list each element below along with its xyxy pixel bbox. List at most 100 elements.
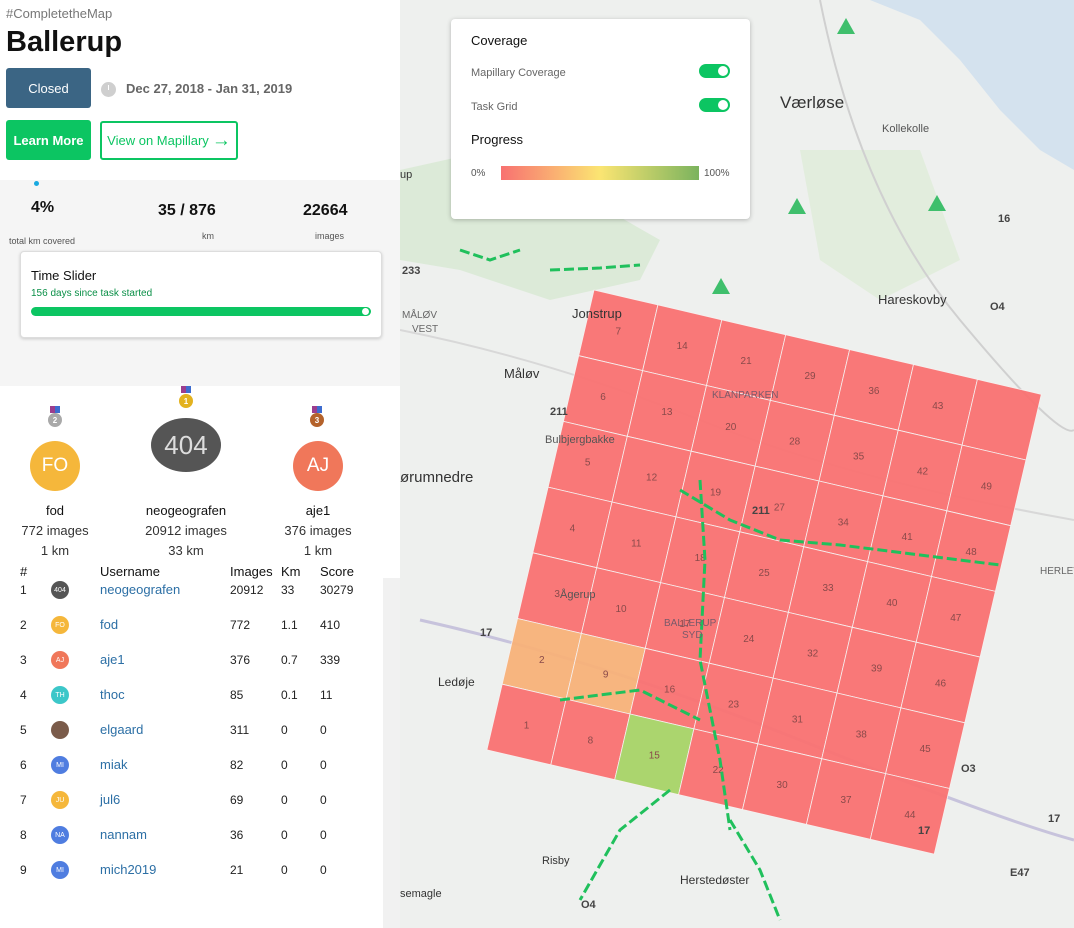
coverage-track bbox=[728, 819, 782, 921]
row-username[interactable]: neogeografen bbox=[100, 582, 181, 597]
row-rank: 8 bbox=[20, 828, 27, 842]
row-score: 0 bbox=[320, 863, 327, 877]
row-km: 0 bbox=[281, 863, 288, 877]
podium-name: aje1 bbox=[305, 503, 331, 518]
grid-cell-number: 5 bbox=[585, 458, 591, 469]
podium-km: 1 km bbox=[303, 543, 333, 558]
tree-icon bbox=[928, 195, 946, 211]
ribbon-icon bbox=[50, 406, 60, 413]
grid-cell-number: 30 bbox=[777, 780, 789, 791]
row-username[interactable]: nannam bbox=[100, 827, 147, 842]
lake-shape bbox=[870, 0, 1074, 170]
place-label: Ledøje bbox=[438, 675, 475, 689]
avatar: FO bbox=[30, 441, 80, 491]
arrow-right-icon: → bbox=[211, 129, 231, 151]
grid-cell-number: 28 bbox=[789, 437, 801, 448]
leaderboard-scrollbar[interactable] bbox=[383, 578, 400, 928]
place-label: Ågerup bbox=[560, 588, 595, 601]
row-username[interactable]: mich2019 bbox=[100, 862, 157, 877]
progress-dot-icon bbox=[34, 181, 39, 186]
place-label: semagle bbox=[400, 888, 442, 900]
grid-cell-number: 10 bbox=[615, 604, 627, 615]
grid-cell-number: 25 bbox=[759, 568, 771, 579]
place-label: ørumnedre bbox=[400, 469, 473, 486]
row-username[interactable]: thoc bbox=[100, 687, 125, 702]
mapillary-coverage-toggle[interactable] bbox=[699, 64, 730, 78]
learn-more-button[interactable]: Learn More bbox=[6, 120, 91, 160]
row-username[interactable]: fod bbox=[100, 617, 119, 632]
row-username[interactable]: jul6 bbox=[100, 792, 121, 807]
row-images: 69 bbox=[230, 793, 244, 807]
row-km: 0 bbox=[281, 793, 288, 807]
header-score[interactable]: Score bbox=[320, 564, 354, 579]
time-slider-title: Time Slider bbox=[31, 268, 97, 283]
tree-icon bbox=[712, 278, 730, 294]
grid-cell-number: 47 bbox=[950, 613, 962, 624]
grid-cell-number: 1 bbox=[524, 721, 530, 732]
podium-images: 376 images bbox=[284, 523, 352, 538]
legend-panel: Coverage Mapillary Coverage Task Grid Pr… bbox=[451, 19, 750, 219]
grid-cell-number: 40 bbox=[886, 598, 898, 609]
time-slider-track[interactable] bbox=[31, 307, 371, 316]
row-username[interactable]: miak bbox=[100, 757, 128, 772]
road-number: O4 bbox=[581, 899, 597, 911]
podium-images: 20912 images bbox=[145, 523, 227, 538]
coverage-track bbox=[679, 488, 1001, 567]
percent-covered-label: total km covered bbox=[9, 236, 76, 246]
header-km[interactable]: Km bbox=[281, 564, 301, 579]
row-rank: 5 bbox=[20, 723, 27, 737]
grid-cell-number: 39 bbox=[871, 664, 883, 675]
avatar: NA bbox=[51, 826, 69, 844]
map-labels: Værløse Kollekolle Jonstrup MÅLØV VEST Måløv K… bbox=[400, 18, 1074, 911]
row-username[interactable]: elgaard bbox=[100, 722, 144, 737]
tree-icon bbox=[788, 198, 806, 214]
progress-min-label: 0% bbox=[471, 168, 486, 179]
silver-medal-icon: 2 bbox=[48, 413, 62, 427]
coverage-heading: Coverage bbox=[471, 33, 528, 48]
task-grid-toggle[interactable] bbox=[699, 98, 730, 112]
row-rank: 2 bbox=[20, 618, 27, 632]
place-label: Værløse bbox=[780, 93, 844, 112]
grid-cell-number: 11 bbox=[631, 538, 642, 549]
grid-cell-number: 20 bbox=[725, 422, 737, 433]
grid-cell-number: 43 bbox=[932, 401, 944, 412]
row-images: 36 bbox=[230, 828, 244, 842]
map[interactable]: 1 2 3 4 5 6 7 8 9 10 11 12 13 14 15 16 17 18 19 20 21 22 23 24 2… bbox=[400, 0, 1074, 928]
road-number: 17 bbox=[1048, 813, 1060, 825]
progress-max-label: 100% bbox=[704, 168, 730, 179]
hashtag: #CompletetheMap bbox=[6, 6, 113, 21]
grid-cell-number: 22 bbox=[713, 765, 725, 776]
grid-cell-number: 16 bbox=[664, 685, 676, 696]
row-images: 85 bbox=[230, 688, 244, 702]
place-label: Måløv bbox=[504, 366, 540, 381]
grid-cell-number: 9 bbox=[603, 670, 609, 681]
grid-cell-number: 2 bbox=[539, 655, 545, 666]
road-number: O4 bbox=[990, 301, 1006, 313]
images-count: 22664 bbox=[303, 202, 348, 219]
row-km: 33 bbox=[281, 583, 295, 597]
road-line bbox=[819, 0, 1074, 432]
row-km: 0.7 bbox=[281, 653, 298, 667]
row-km: 0 bbox=[281, 758, 288, 772]
row-score: 339 bbox=[320, 653, 341, 667]
time-slider-handle[interactable] bbox=[361, 307, 370, 316]
row-km: 1.1 bbox=[281, 618, 298, 632]
place-label: Jonstrup bbox=[572, 306, 622, 321]
place-label: up bbox=[400, 169, 412, 181]
row-images: 82 bbox=[230, 758, 244, 772]
view-on-mapillary-button[interactable]: View on Mapillary → bbox=[100, 121, 238, 160]
images-label: images bbox=[315, 231, 345, 241]
ribbon-icon bbox=[181, 386, 191, 393]
header-images[interactable]: Images bbox=[230, 564, 273, 579]
tree-icon bbox=[837, 18, 855, 34]
row-score: 30279 bbox=[320, 583, 354, 597]
status-button[interactable]: Closed bbox=[6, 68, 91, 108]
page-title: Ballerup bbox=[6, 26, 123, 58]
row-score: 0 bbox=[320, 723, 327, 737]
row-username[interactable]: aje1 bbox=[100, 652, 125, 667]
header-username[interactable]: Username bbox=[100, 564, 160, 579]
coverage-track bbox=[549, 263, 641, 272]
row-km: 0 bbox=[281, 828, 288, 842]
grid-cell-number: 12 bbox=[646, 473, 658, 484]
grid-cell-number: 36 bbox=[868, 386, 880, 397]
